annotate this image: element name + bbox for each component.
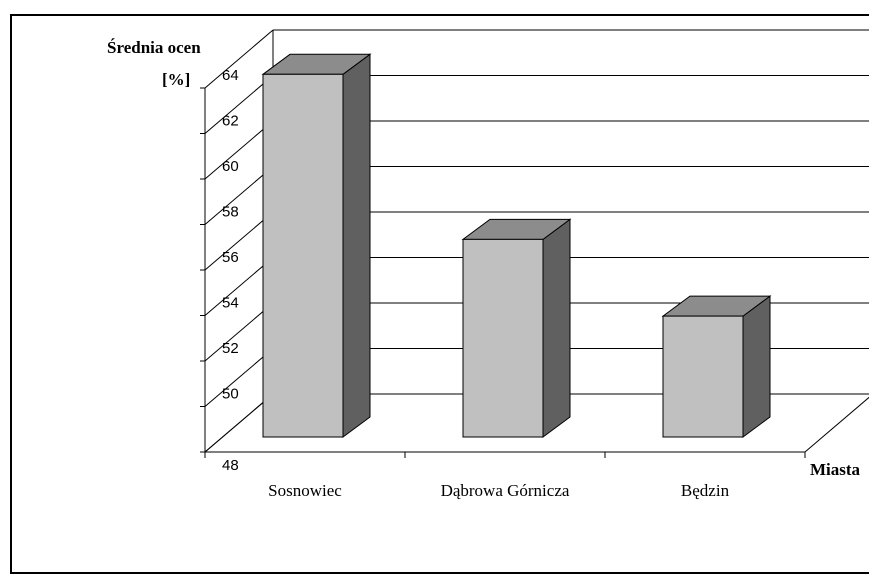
y-axis-title: Średnia ocen [107, 38, 201, 57]
gridline-side [204, 302, 274, 362]
bar [462, 238, 544, 438]
gridline-side [204, 257, 274, 316]
y-tick-label: 54 [222, 295, 239, 312]
bar-chart-3d: 48 50 52 54 56 58 60 62 64 Sosnowiec Dąbrowa Górni… [200, 29, 869, 500]
y-tick-label: 48 [222, 457, 239, 474]
floor-right-edge [804, 396, 869, 453]
y-tick-label: 52 [222, 340, 239, 357]
bar-side [342, 53, 371, 438]
gridline-side [204, 348, 274, 407]
y-axis-unit: [%] [162, 70, 191, 89]
floor-left-edge [204, 393, 274, 453]
gridline-side [204, 75, 274, 134]
x-axis-title: Miasta [810, 460, 861, 479]
bar-side [742, 295, 771, 438]
gridline-side [204, 166, 274, 225]
gridline-side [204, 120, 274, 180]
x-tick-label: Sosnowiec [268, 481, 342, 500]
bar [662, 315, 744, 438]
x-tick-label: Będzin [681, 481, 730, 500]
y-tick-label: 56 [222, 249, 239, 266]
gridline-side [204, 211, 274, 271]
bar [262, 73, 344, 438]
y-tick-label: 58 [222, 204, 239, 221]
x-tick-label: Dąbrowa Górnicza [441, 481, 570, 500]
gridline-side [204, 29, 274, 89]
y-tick-label: 64 [222, 67, 239, 84]
bar-side [542, 218, 571, 438]
y-tick-label: 62 [222, 113, 239, 130]
y-tick-label: 60 [222, 158, 239, 175]
y-tick-label: 50 [222, 386, 239, 403]
